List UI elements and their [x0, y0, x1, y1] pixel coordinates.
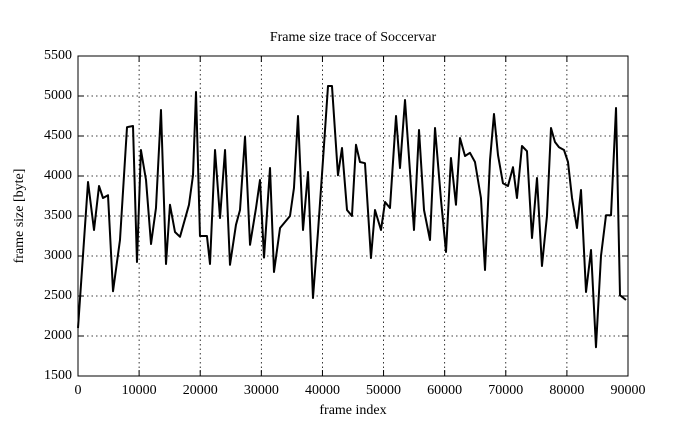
- x-tick-label: 80000: [549, 383, 584, 398]
- x-tick-label: 10000: [122, 383, 157, 398]
- y-tick-label: 1500: [44, 368, 72, 383]
- y-tick-label: 5500: [44, 48, 72, 63]
- y-axis-label: frame size [byte]: [12, 169, 27, 264]
- data-line: [77, 85, 627, 349]
- y-tick-label: 3000: [44, 248, 72, 263]
- x-tick-label: 30000: [244, 383, 279, 398]
- x-tick-label: 90000: [611, 383, 646, 398]
- x-axis-label: frame index: [319, 403, 386, 418]
- chart-title: Frame size trace of Soccervar: [270, 30, 437, 45]
- plot-frame: [77, 55, 629, 377]
- x-tick-label: 40000: [305, 383, 340, 398]
- y-tick-label: 2000: [44, 328, 72, 343]
- x-tick-label: 0: [75, 383, 82, 398]
- x-tick-label: 20000: [183, 383, 218, 398]
- y-tick-label: 2500: [44, 288, 72, 303]
- y-tick-label: 4000: [44, 168, 72, 183]
- x-tick-label: 70000: [488, 383, 523, 398]
- x-tick-label: 60000: [427, 383, 462, 398]
- x-tick-label: 50000: [366, 383, 401, 398]
- y-tick-label: 5000: [44, 88, 72, 103]
- y-tick-label: 4500: [44, 128, 72, 143]
- y-tick-label: 3500: [44, 208, 72, 223]
